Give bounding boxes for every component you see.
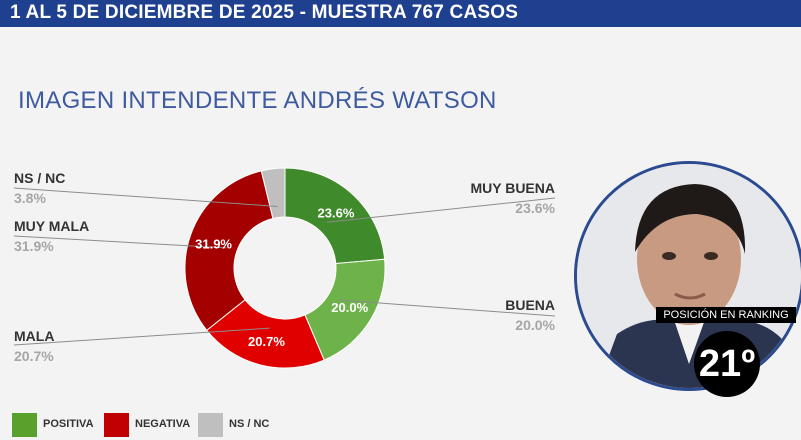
leader-line-mala (13, 327, 270, 346)
value-muy-buena: 23.6% (515, 200, 555, 216)
legend-swatch-ns-nc (198, 413, 223, 437)
donut-slice-muy-buena (284, 167, 386, 265)
header-text: 1 AL 5 DE DICIEMBRE DE 2025 - MUESTRA 76… (10, 2, 519, 23)
slice-value-buena: 20.0% (331, 300, 368, 315)
slice-value-mala: 20.7% (248, 334, 285, 349)
person-portrait-icon (574, 161, 801, 391)
slice-value-muy-buena: 23.6% (318, 205, 355, 220)
header-bar: 1 AL 5 DE DICIEMBRE DE 2025 - MUESTRA 76… (0, 0, 801, 27)
portrait-illustration (577, 164, 801, 388)
ranking-label: POSICIÓN EN RANKING (656, 307, 796, 323)
legend-swatch-positiva (12, 413, 37, 437)
label-muy-buena: MUY BUENA (470, 180, 555, 196)
leader-line-ns-nc (13, 187, 278, 207)
label-buena: BUENA (505, 297, 555, 313)
leader-line-muy-mala (13, 235, 227, 249)
value-muy-mala: 31.9% (14, 238, 54, 254)
leader-line-muy-buena (326, 197, 556, 223)
value-buena: 20.0% (515, 317, 555, 333)
label-muy-mala: MUY MALA (14, 218, 90, 234)
chart-title: IMAGEN INTENDENTE ANDRÉS WATSON (18, 87, 497, 114)
donut-slice-ns-nc (260, 167, 286, 220)
value-mala: 20.7% (14, 348, 54, 364)
donut-slice-buena (304, 258, 386, 361)
ranking-badge: 21º (694, 331, 760, 397)
legend-label-ns-nc: NS / NC (229, 418, 270, 430)
legend-label-positiva: POSITIVA (43, 418, 94, 430)
legend-label-negativa: NEGATIVA (135, 418, 191, 430)
label-mala: MALA (14, 328, 55, 344)
leader-line-buena (338, 299, 556, 317)
legend-swatch-negativa (104, 413, 129, 437)
donut-slice-muy-mala (184, 170, 274, 331)
value-ns-nc: 3.8% (14, 190, 46, 206)
slice-value-muy-mala: 31.9% (195, 237, 232, 252)
label-ns-nc: NS / NC (14, 170, 66, 186)
